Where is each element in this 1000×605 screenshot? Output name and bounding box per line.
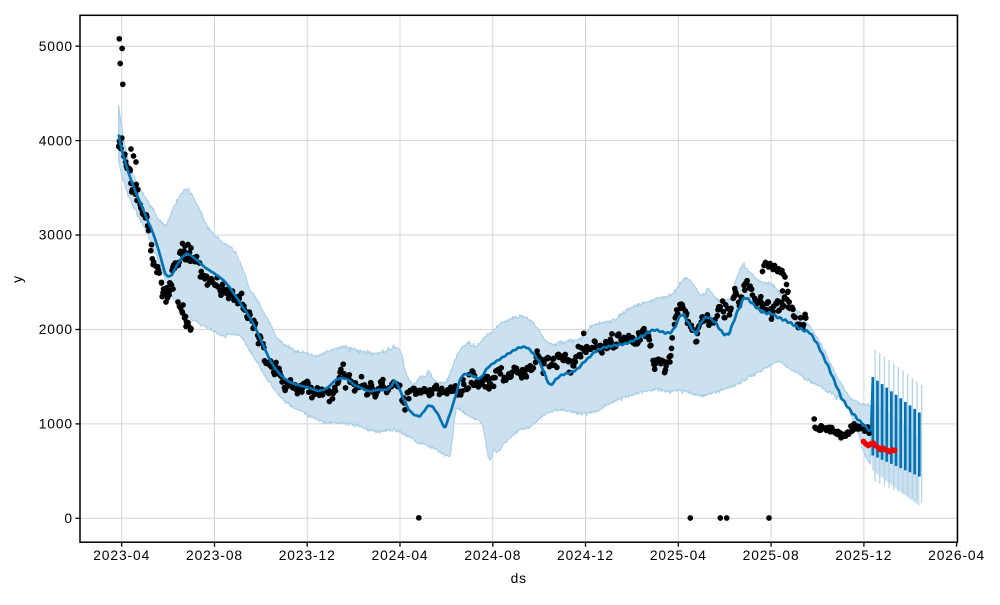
svg-text:ds: ds <box>511 571 527 586</box>
svg-text:3000: 3000 <box>39 228 73 243</box>
svg-text:2023-12: 2023-12 <box>279 548 336 563</box>
svg-text:5000: 5000 <box>39 39 73 54</box>
svg-text:2026-04: 2026-04 <box>928 548 985 563</box>
svg-text:y: y <box>10 275 25 283</box>
svg-text:2025-08: 2025-08 <box>743 548 800 563</box>
svg-text:2023-08: 2023-08 <box>186 548 243 563</box>
svg-text:2024-12: 2024-12 <box>557 548 614 563</box>
svg-text:2025-04: 2025-04 <box>650 548 707 563</box>
svg-text:4000: 4000 <box>39 133 73 148</box>
svg-text:2000: 2000 <box>39 322 73 337</box>
svg-text:2024-08: 2024-08 <box>464 548 521 563</box>
svg-text:2023-04: 2023-04 <box>93 548 150 563</box>
svg-text:0: 0 <box>64 511 73 526</box>
svg-text:2024-04: 2024-04 <box>372 548 429 563</box>
svg-text:2025-12: 2025-12 <box>835 548 892 563</box>
svg-text:1000: 1000 <box>39 417 73 432</box>
